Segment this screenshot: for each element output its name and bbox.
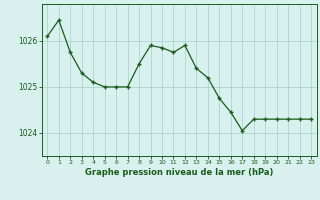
X-axis label: Graphe pression niveau de la mer (hPa): Graphe pression niveau de la mer (hPa) xyxy=(85,168,273,177)
